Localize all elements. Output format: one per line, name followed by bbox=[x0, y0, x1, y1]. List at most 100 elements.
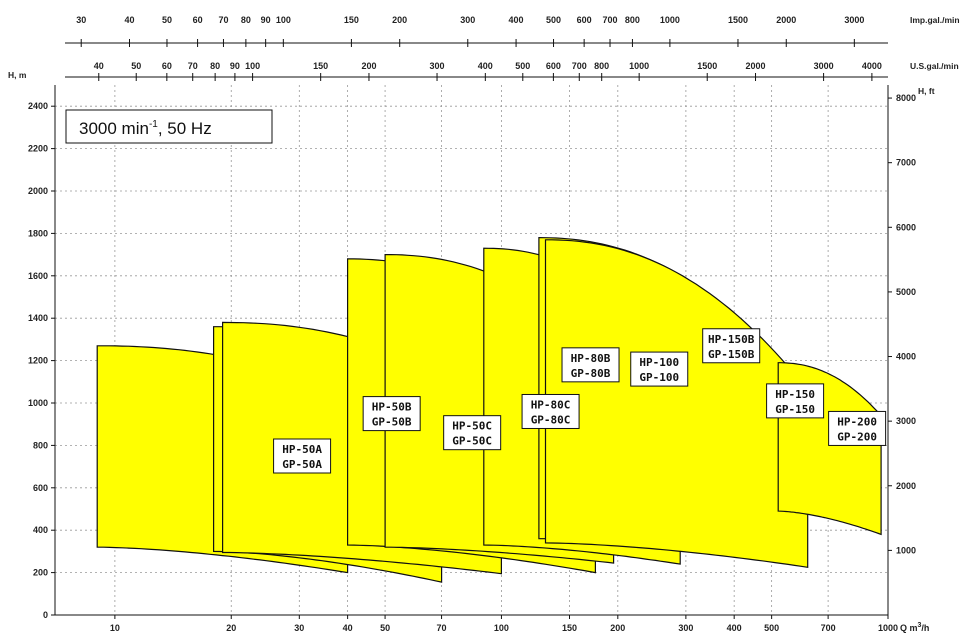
y-right-tick-label: 4000 bbox=[896, 352, 916, 362]
us-gal-tick-label: 100 bbox=[245, 61, 260, 71]
region-hp-150 bbox=[544, 239, 809, 568]
y-right-tick-label: 6000 bbox=[896, 222, 916, 232]
model-label-line: HP-200 bbox=[837, 415, 877, 428]
us-gal-tick-label: 500 bbox=[515, 61, 530, 71]
model-label-box bbox=[362, 396, 421, 432]
imp-gal-axis-unit: Imp.gal./min bbox=[910, 15, 960, 25]
y-tick-label: 200 bbox=[33, 568, 48, 578]
us-gal-tick-label: 4000 bbox=[862, 61, 882, 71]
y-right-tick-label: 2000 bbox=[896, 481, 916, 491]
imp-gal-tick-label: 30 bbox=[76, 15, 86, 25]
x-tick-label: 50 bbox=[380, 623, 390, 633]
us-gal-tick-label: 80 bbox=[210, 61, 220, 71]
model-label-hp-150b: HP-150B GP-150B bbox=[702, 328, 761, 364]
imp-gal-tick-label: 800 bbox=[625, 15, 640, 25]
us-gal-tick-label: 90 bbox=[230, 61, 240, 71]
imp-gal-tick-label: 400 bbox=[509, 15, 524, 25]
model-label-line: HP-50B bbox=[372, 401, 412, 414]
model-label-box bbox=[766, 383, 825, 419]
imp-gal-tick-label: 1500 bbox=[728, 15, 748, 25]
imp-gal-tick-label: 150 bbox=[344, 15, 359, 25]
model-label-line: HP-80B bbox=[571, 352, 611, 365]
model-label-hp-50c: HP-50C GP-50C bbox=[443, 415, 502, 451]
speed-note-text: 3000 min-1, 50 Hz bbox=[79, 119, 212, 138]
model-label-line: GP-100 bbox=[639, 371, 679, 384]
imp-gal-tick-label: 300 bbox=[460, 15, 475, 25]
imp-gal-tick-label: 60 bbox=[193, 15, 203, 25]
x-tick-label: 300 bbox=[678, 623, 693, 633]
imp-gal-tick-label: 600 bbox=[577, 15, 592, 25]
us-gal-tick-label: 600 bbox=[546, 61, 561, 71]
imp-gal-tick-label: 2000 bbox=[776, 15, 796, 25]
y-tick-label: 2000 bbox=[28, 186, 48, 196]
us-gal-tick-label: 150 bbox=[313, 61, 328, 71]
us-gal-tick-label: 40 bbox=[94, 61, 104, 71]
model-label-hp-50a: HP-50A GP-50A bbox=[273, 438, 332, 474]
model-label-line: GP-50C bbox=[452, 435, 492, 448]
model-label-line: GP-150 bbox=[775, 403, 815, 416]
model-label-box bbox=[273, 438, 332, 474]
y-tick-label: 1800 bbox=[28, 228, 48, 238]
us-gal-axis-unit: U.S.gal./min bbox=[910, 61, 959, 71]
imp-gal-tick-label: 40 bbox=[125, 15, 135, 25]
us-gal-tick-label: 2000 bbox=[746, 61, 766, 71]
model-label-line: GP-50B bbox=[372, 416, 412, 429]
axes: 10 20 30 40 50 70 100 150 200 300 400 500 700 1000 Q m… bbox=[8, 15, 960, 633]
y-right-tick-label: 7000 bbox=[896, 158, 916, 168]
x-tick-label: 100 bbox=[494, 623, 509, 633]
y-right-axis-unit: H, ft bbox=[918, 86, 935, 96]
us-gal-tick-label: 700 bbox=[572, 61, 587, 71]
model-label-box bbox=[443, 415, 502, 451]
model-label-hp-200: HP-200 GP-200 bbox=[828, 410, 887, 446]
x-tick-label: 500 bbox=[764, 623, 779, 633]
model-label-hp-150: HP-150 GP-150 bbox=[766, 383, 825, 419]
y-tick-label: 0 bbox=[43, 610, 48, 620]
y-tick-label: 1200 bbox=[28, 356, 48, 366]
y-tick-label: 1600 bbox=[28, 271, 48, 281]
us-gal-tick-label: 300 bbox=[430, 61, 445, 71]
imp-gal-tick-label: 3000 bbox=[844, 15, 864, 25]
imp-gal-tick-label: 90 bbox=[261, 15, 271, 25]
model-label-line: GP-150B bbox=[708, 348, 755, 361]
x-tick-label: 200 bbox=[610, 623, 625, 633]
us-gal-tick-label: 1000 bbox=[629, 61, 649, 71]
model-label-line: HP-80C bbox=[531, 398, 571, 411]
x-tick-label: 30 bbox=[294, 623, 304, 633]
y-tick-label: 2200 bbox=[28, 144, 48, 154]
y-tick-label: 1400 bbox=[28, 313, 48, 323]
x-tick-label: 1000 bbox=[878, 623, 898, 633]
model-label-hp-80c: HP-80C GP-80C bbox=[521, 393, 580, 429]
imp-gal-tick-label: 70 bbox=[218, 15, 228, 25]
model-label-line: HP-50A bbox=[282, 443, 322, 456]
us-gal-tick-label: 70 bbox=[188, 61, 198, 71]
model-label-box bbox=[521, 393, 580, 429]
model-label-box bbox=[561, 347, 620, 383]
model-label-line: GP-80B bbox=[571, 367, 611, 380]
x-tick-label: 400 bbox=[727, 623, 742, 633]
model-label-line: GP-200 bbox=[837, 430, 877, 443]
x-tick-label: 150 bbox=[562, 623, 577, 633]
y-tick-label: 400 bbox=[33, 525, 48, 535]
model-label-box bbox=[630, 351, 689, 387]
y-tick-label: 800 bbox=[33, 440, 48, 450]
y-right-tick-label: 5000 bbox=[896, 287, 916, 297]
model-labels: HP-50A GP-50A HP-50B GP-50B HP-50C GP-50C HP-8… bbox=[273, 328, 887, 474]
model-label-line: HP-50C bbox=[452, 420, 492, 433]
imp-gal-tick-label: 80 bbox=[241, 15, 251, 25]
us-gal-tick-label: 800 bbox=[594, 61, 609, 71]
imp-gal-tick-label: 100 bbox=[276, 15, 291, 25]
us-gal-tick-label: 50 bbox=[131, 61, 141, 71]
imp-gal-tick-label: 1000 bbox=[660, 15, 680, 25]
model-label-hp-80b: HP-80B GP-80B bbox=[561, 347, 620, 383]
y-right-tick-label: 3000 bbox=[896, 416, 916, 426]
x-axis-unit: Q m3/h bbox=[900, 622, 929, 633]
y-tick-label: 600 bbox=[33, 483, 48, 493]
x-tick-label: 40 bbox=[343, 623, 353, 633]
x-tick-label: 700 bbox=[821, 623, 836, 633]
y-tick-label: 2400 bbox=[28, 101, 48, 111]
model-label-line: HP-100 bbox=[639, 356, 679, 369]
imp-gal-tick-label: 200 bbox=[392, 15, 407, 25]
us-gal-tick-label: 400 bbox=[478, 61, 493, 71]
model-label-hp-50b: HP-50B GP-50B bbox=[362, 396, 421, 432]
